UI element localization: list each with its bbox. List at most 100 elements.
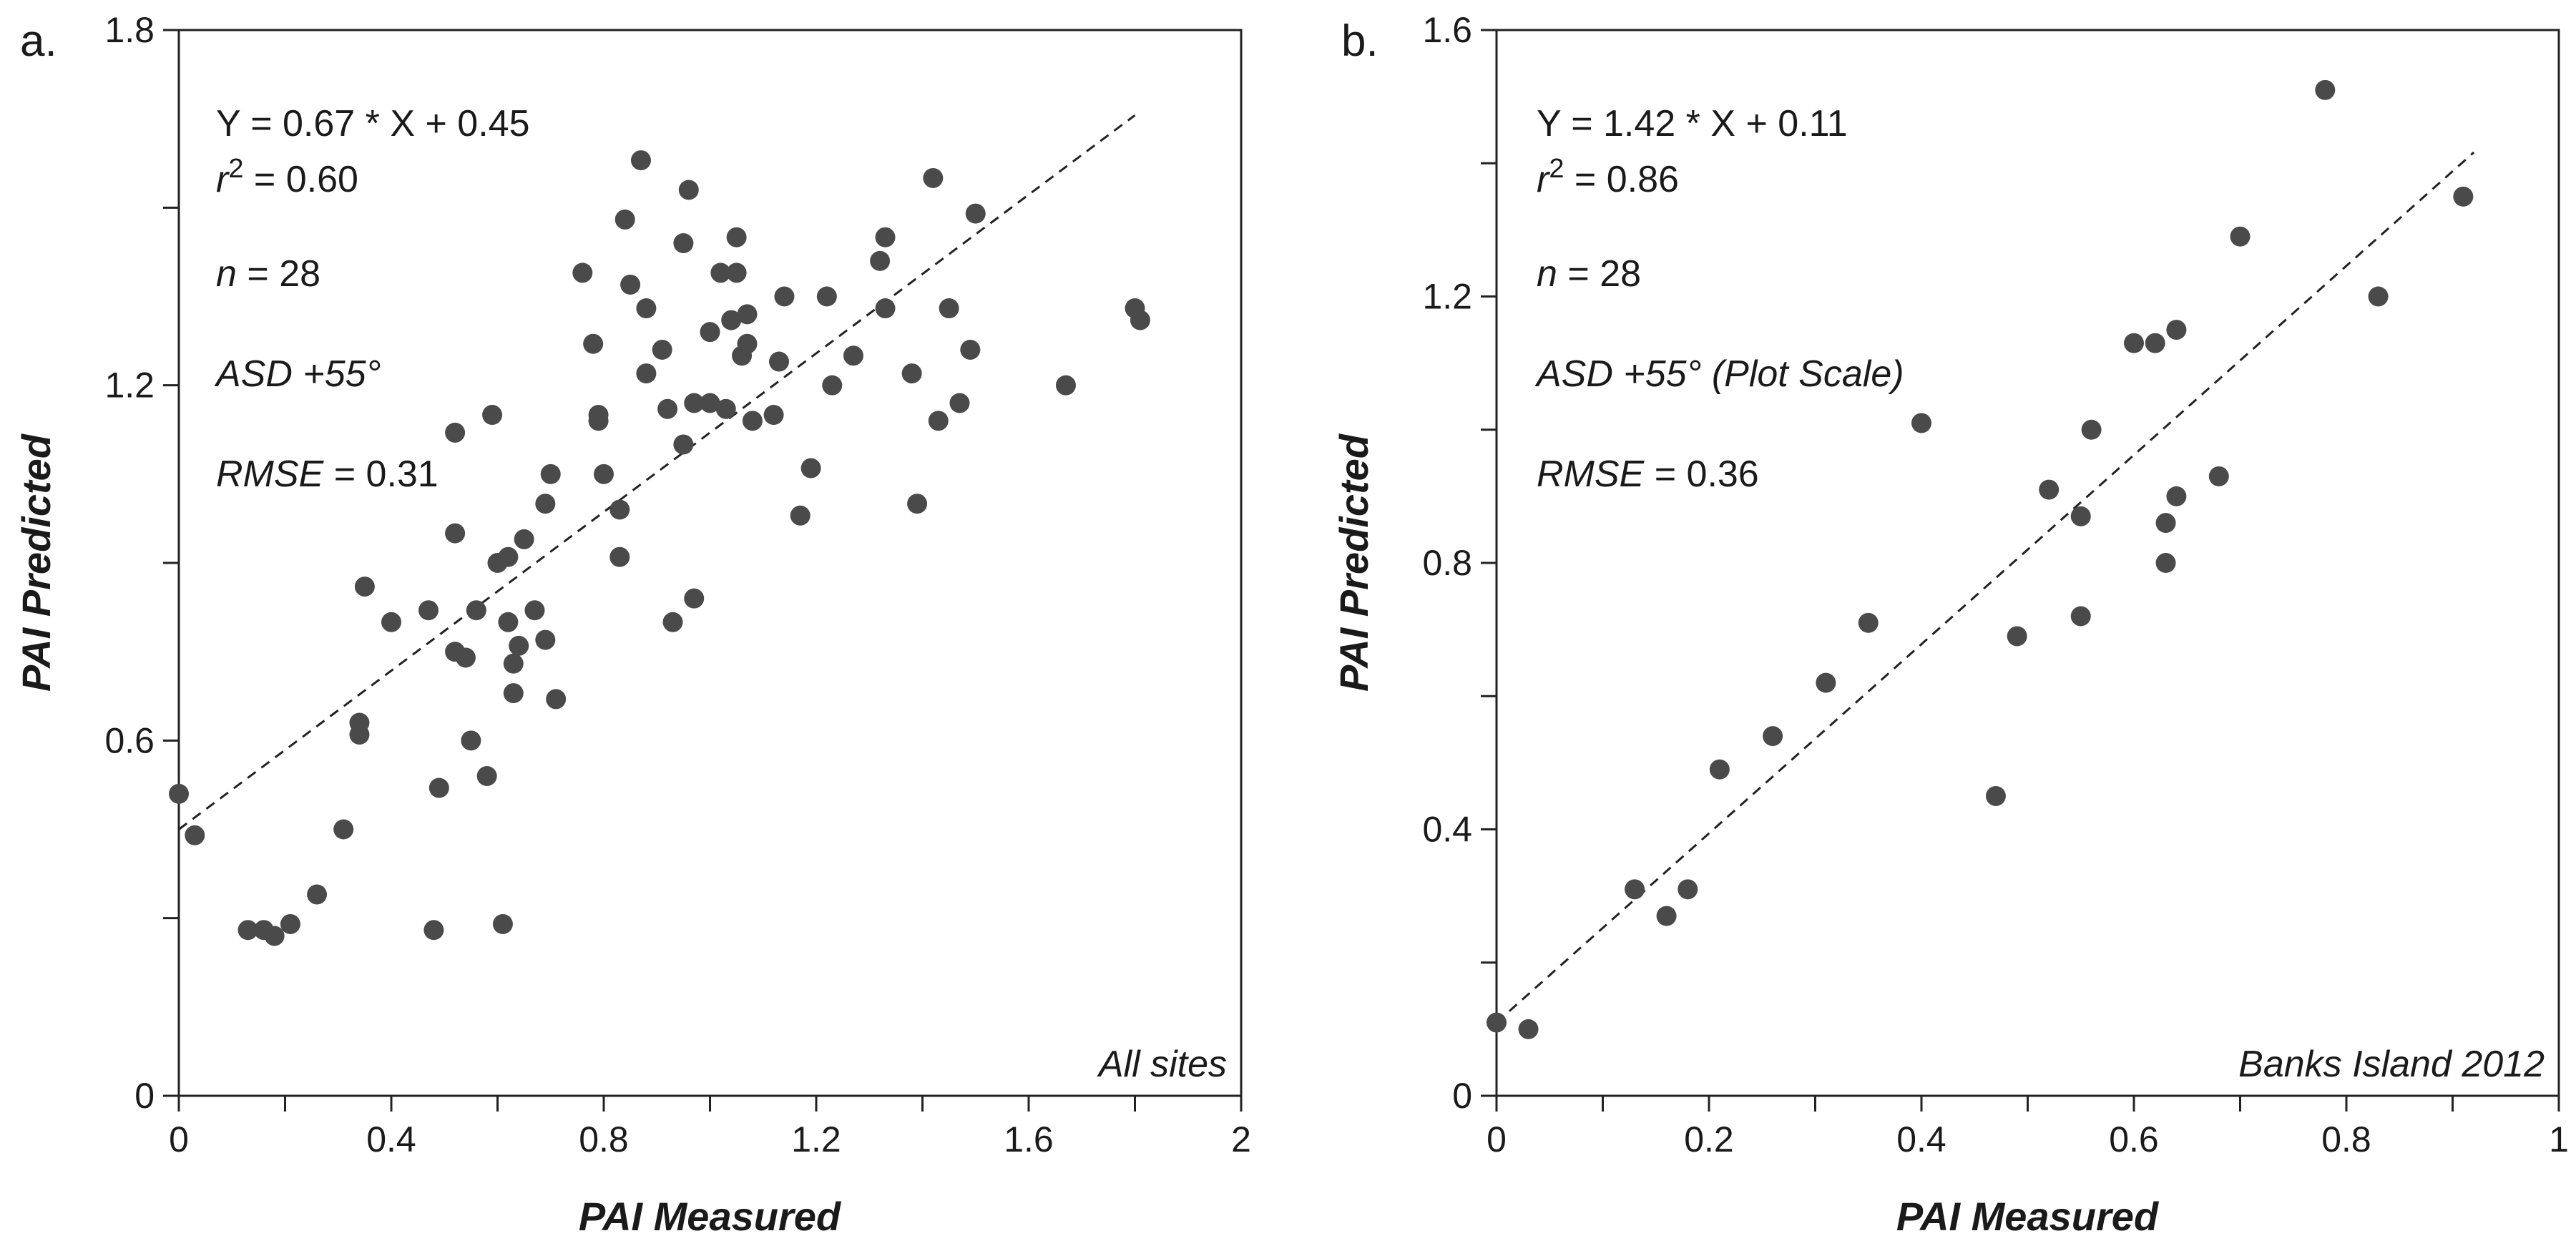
panel-b-y-tick-label: 0.4 — [1422, 810, 1472, 850]
panel-a-y-tick-label: 1.2 — [104, 366, 155, 406]
panel-a-data-point — [923, 167, 944, 188]
panel-a-data-point — [949, 393, 970, 413]
panel-b: b. 0 0.2 0.4 0.6 0.8 1 0 0.4 0.8 1.2 1.6 Y = 1.42… — [1331, 10, 2569, 1239]
panel-a-data-point — [614, 209, 635, 230]
panel-b-x-axis-title: PAI Measured — [1896, 1194, 2160, 1239]
panel-b-rmse: RMSE = 0.36 — [1537, 453, 1759, 495]
panel-a-data-point — [1130, 310, 1150, 330]
panel-b-data-point — [2368, 286, 2389, 307]
panel-b-data-point — [1763, 726, 1783, 747]
panel-b-data-point — [1625, 879, 1645, 900]
panel-a-data-point — [503, 683, 524, 704]
panel-b-data-point — [2039, 479, 2060, 500]
panel-b-site-label: Banks Island 2012 — [2238, 1044, 2545, 1085]
panel-a-data-point — [418, 600, 439, 621]
panel-a-data-point — [237, 920, 258, 941]
panel-b-data-point — [1858, 612, 1879, 633]
panel-a-data-point — [800, 458, 821, 479]
panel-a-data-point — [684, 393, 705, 413]
panel-b-data-point — [1985, 785, 2006, 806]
panel-b-data-point — [2208, 466, 2229, 486]
panel-b-y-tick-labels: 0 0.4 0.8 1.2 1.6 — [1422, 10, 1472, 1116]
panel-a-data-point — [939, 298, 959, 319]
panel-a-x-axis-title: PAI Measured — [579, 1194, 842, 1239]
panel-a-data-point — [673, 233, 694, 253]
panel-a-data-point — [630, 150, 651, 171]
panel-a-data-point — [822, 375, 843, 396]
panel-b-data-point — [2166, 320, 2187, 340]
panel-a-data-point — [737, 304, 758, 325]
panel-b-data-point — [1709, 759, 1730, 780]
panel-b-data-point — [1816, 672, 1836, 693]
panel-a-data-point — [307, 884, 328, 905]
panel-a-data-point — [455, 647, 476, 668]
panel-b-x-tick-label: 0.2 — [1684, 1119, 1734, 1159]
panel-a-data-point — [907, 494, 928, 514]
panel-a-data-point — [349, 725, 370, 745]
panel-b-regression-line — [1496, 151, 2475, 1024]
panel-a-data-point — [901, 363, 922, 384]
panel-a-data-point — [482, 405, 503, 426]
panel-b-data-point — [2155, 513, 2176, 534]
panel-a-y-tick-labels: 0 0.6 1.2 1.8 — [104, 10, 155, 1116]
panel-a-x-tick-label: 1.6 — [1004, 1119, 1054, 1159]
panel-b-x-tick-labels: 0 0.2 0.4 0.6 0.8 1 — [1487, 1119, 2569, 1159]
panel-a-data-point — [428, 777, 449, 798]
panel-a-rmse: RMSE = 0.31 — [216, 453, 439, 495]
panel-a-data-point — [870, 250, 891, 271]
panel-a-data-point — [726, 227, 747, 247]
panel-a-data-point — [875, 227, 896, 247]
panel-a-data-point — [965, 203, 986, 224]
panel-b-data-point — [2453, 186, 2474, 207]
panel-a-data-point — [726, 263, 747, 283]
panel-b-y-tick-label: 0 — [1452, 1076, 1472, 1116]
panel-a-data-point — [843, 345, 863, 366]
panel-a-data-point — [333, 819, 354, 840]
panel-a-data-point — [769, 351, 790, 372]
panel-b-data-point — [2070, 606, 2091, 627]
panel-a-data-point — [509, 635, 529, 656]
panel-a-data-point — [609, 499, 630, 520]
panel-a-data-point — [700, 322, 720, 343]
panel-a-data-point — [657, 398, 678, 419]
panel-a-data-point — [546, 689, 567, 710]
panel-a-data-point — [514, 529, 534, 549]
panel-a-data-point — [503, 653, 524, 674]
panel-b-data-point — [1678, 879, 1698, 900]
panel-a-data-point — [524, 600, 545, 621]
panel-a-data-point — [636, 363, 657, 384]
panel-a-data-point — [169, 783, 189, 804]
panel-a-data-point — [423, 920, 444, 941]
panel-a-data-point — [535, 494, 556, 514]
panel-b-points — [1487, 79, 2474, 1039]
panel-a-x-tick-label: 0.8 — [579, 1119, 629, 1159]
panel-b-data-point — [1911, 413, 1931, 433]
panel-b-y-tick-label: 1.2 — [1422, 277, 1472, 317]
panel-b-letter: b. — [1341, 16, 1378, 66]
panel-a-data-point — [721, 310, 742, 330]
panel-a-data-point — [742, 411, 763, 431]
panel-a-method: ASD +55° — [214, 353, 381, 395]
panel-a-data-point — [710, 263, 731, 283]
panel-a-data-point — [280, 913, 300, 934]
panel-b-y-axis-title: PAI Predicted — [1331, 433, 1376, 692]
panel-a-data-point — [381, 612, 401, 632]
panel-b-data-point — [1518, 1019, 1539, 1039]
panel-a-y-axis-title: PAI Predicted — [14, 433, 59, 692]
panel-b-y-tick-label: 0.8 — [1422, 543, 1472, 583]
panel-b-x-tick-label: 1 — [2549, 1119, 2569, 1159]
panel-b-n: n = 28 — [1537, 253, 1641, 295]
panel-a-data-point — [763, 405, 784, 426]
panel-a-data-point — [715, 398, 736, 419]
panel-a-y-tick-label: 0 — [134, 1076, 155, 1116]
panel-a-data-point — [185, 825, 205, 845]
panel-a-points — [169, 150, 1150, 946]
panel-a-x-tick-label: 2 — [1231, 1119, 1251, 1159]
panel-a-data-point — [875, 298, 896, 319]
panel-a-data-point — [498, 612, 519, 632]
panel-a-data-point — [790, 505, 810, 526]
panel-a-data-point — [588, 411, 609, 431]
panel-b-x-tick-label: 0.6 — [2109, 1119, 2159, 1159]
panel-b-data-point — [2145, 333, 2165, 353]
panel-b-r2: r2 = 0.86 — [1537, 154, 1679, 200]
